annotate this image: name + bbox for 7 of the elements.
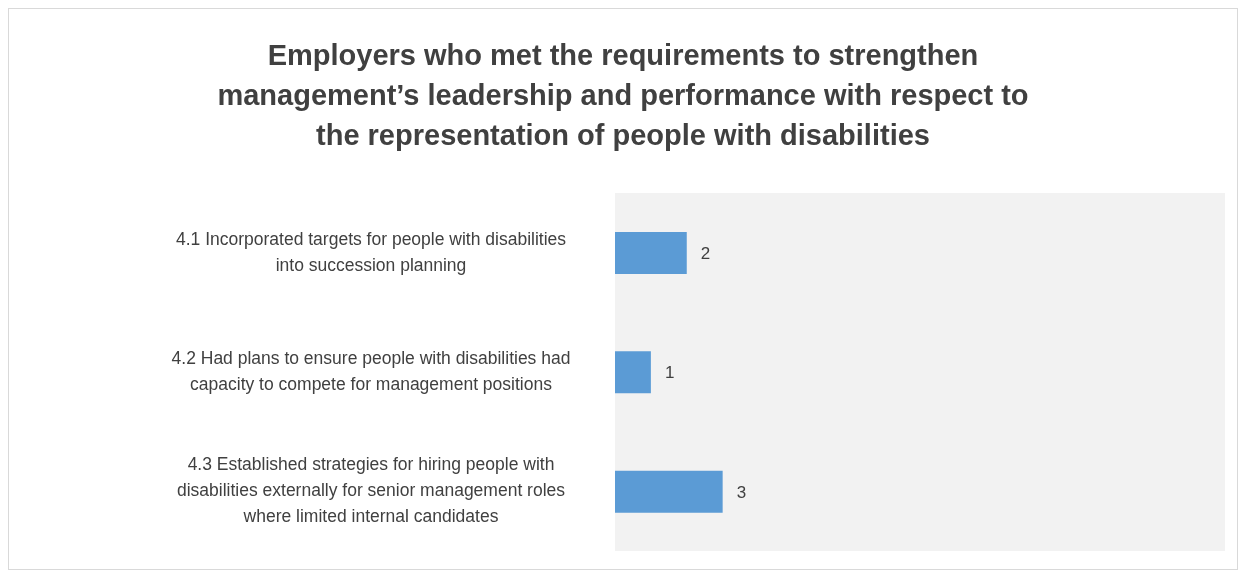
data-label: 1 — [664, 363, 675, 383]
data-label: 2 — [700, 244, 711, 264]
y-tick-label: 4.2 Had plans to ensure people with disabilities had capacity to compete for management positions — [171, 347, 571, 394]
y-tick-label: 4.1 Incorporated targets for people with disabilities into succession planning — [175, 228, 567, 275]
data-label: 3 — [736, 482, 747, 502]
y-tick-label: 4.3 Established strategies for hiring people with disabilities externally for senior management roles where limited internal candidates — [176, 453, 566, 526]
chart-title: Employers who met the requirements to strengthen management’s leadership and performance with respect to the representation of people with disabilities — [216, 38, 1030, 153]
